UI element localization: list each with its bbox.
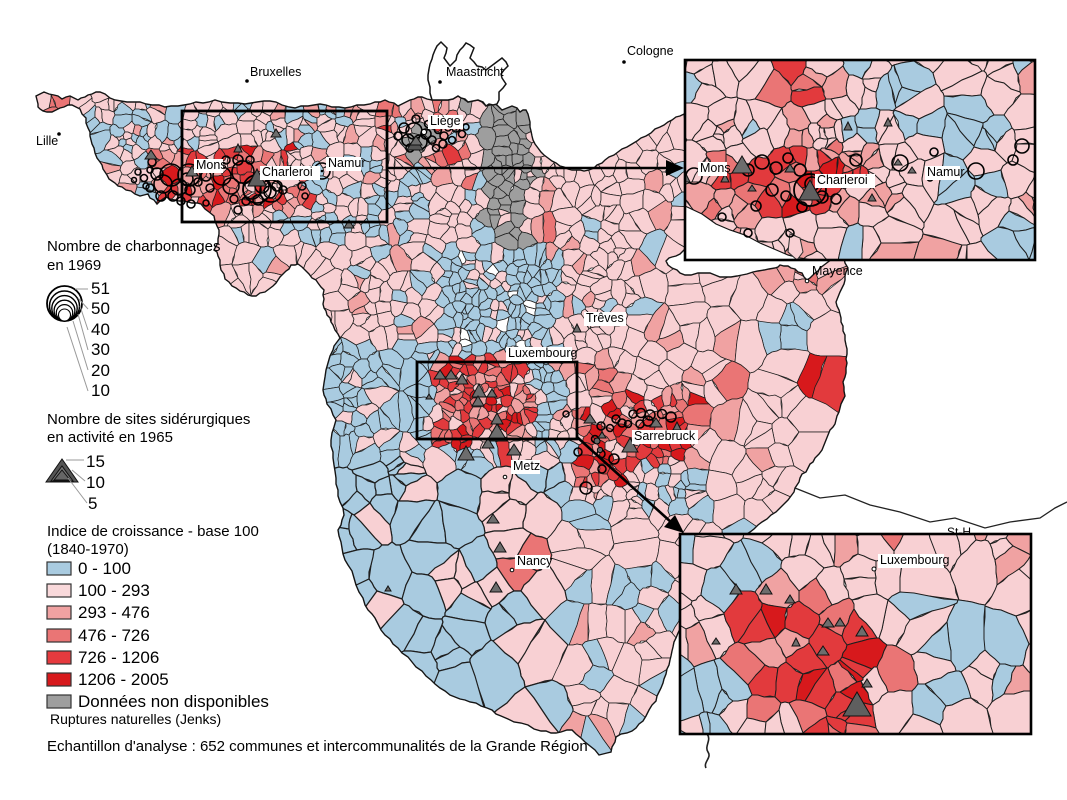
svg-text:293 - 476: 293 - 476 [78,603,150,622]
svg-text:Sarrebruck: Sarrebruck [634,429,696,443]
svg-text:15: 15 [86,452,105,471]
svg-text:Indice de croissance - base 10: Indice de croissance - base 100 [47,523,259,540]
svg-text:5: 5 [88,494,97,513]
svg-text:Namur: Namur [927,165,965,179]
svg-text:Bruxelles: Bruxelles [250,65,301,79]
svg-text:Nancy: Nancy [517,554,553,568]
svg-text:50: 50 [91,299,110,318]
svg-text:Maastricht: Maastricht [446,65,504,79]
svg-text:en 1969: en 1969 [47,257,101,274]
svg-text:Nombre de sites sidérurgiques: Nombre de sites sidérurgiques [47,411,250,428]
svg-text:30: 30 [91,340,110,359]
svg-text:40: 40 [91,320,110,339]
svg-text:Ruptures naturelles (Jenks): Ruptures naturelles (Jenks) [50,711,221,727]
svg-text:Nombre de charbonnages: Nombre de charbonnages [47,238,220,255]
svg-text:en activité en 1965: en activité en 1965 [47,429,173,446]
svg-text:0 - 100: 0 - 100 [78,559,131,578]
svg-text:51: 51 [91,279,110,298]
svg-text:Mons: Mons [700,161,731,175]
svg-text:Luxembourg: Luxembourg [880,553,950,567]
svg-text:Metz: Metz [513,459,540,473]
svg-text:100 - 293: 100 - 293 [78,581,150,600]
svg-text:10: 10 [86,473,105,492]
svg-text:Lille: Lille [36,134,58,148]
svg-text:10: 10 [91,381,110,400]
svg-text:20: 20 [91,361,110,380]
svg-text:Données non disponibles: Données non disponibles [78,692,269,711]
svg-text:(1840-1970): (1840-1970) [47,541,129,558]
svg-text:Luxembourg: Luxembourg [508,346,578,360]
svg-text:726 - 1206: 726 - 1206 [78,648,159,667]
svg-text:Namur: Namur [328,156,366,170]
svg-text:Charleroi: Charleroi [817,173,868,187]
svg-text:476 - 726: 476 - 726 [78,626,150,645]
svg-text:Mayence: Mayence [812,264,863,278]
svg-text:Echantillon d'analyse : 652 co: Echantillon d'analyse : 652 communes et … [47,738,588,755]
svg-text:Liège: Liège [430,114,461,128]
svg-text:Cologne: Cologne [627,44,674,58]
svg-text:Mons: Mons [196,158,227,172]
svg-text:Trêves: Trêves [586,311,624,325]
svg-text:1206 - 2005: 1206 - 2005 [78,670,169,689]
svg-text:Charleroi: Charleroi [262,165,313,179]
